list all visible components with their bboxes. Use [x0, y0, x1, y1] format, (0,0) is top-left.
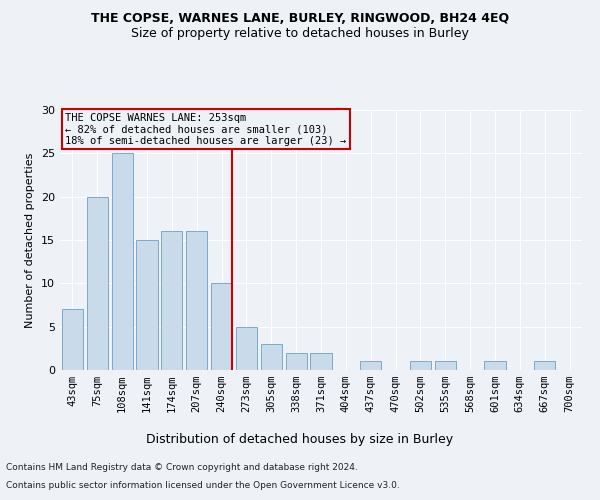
Bar: [410, 362, 431, 370]
Text: Contains HM Land Registry data © Crown copyright and database right 2024.: Contains HM Land Registry data © Crown c…: [6, 464, 358, 472]
Text: Size of property relative to detached houses in Burley: Size of property relative to detached ho…: [131, 28, 469, 40]
Text: Distribution of detached houses by size in Burley: Distribution of detached houses by size …: [146, 432, 454, 446]
Y-axis label: Number of detached properties: Number of detached properties: [25, 152, 35, 328]
Bar: [136, 240, 158, 370]
Bar: [112, 154, 133, 370]
Bar: [435, 362, 456, 370]
Bar: [62, 310, 83, 370]
Text: THE COPSE, WARNES LANE, BURLEY, RINGWOOD, BH24 4EQ: THE COPSE, WARNES LANE, BURLEY, RINGWOOD…: [91, 12, 509, 26]
Bar: [310, 352, 332, 370]
Bar: [261, 344, 282, 370]
Bar: [236, 326, 257, 370]
Bar: [534, 362, 555, 370]
Text: Contains public sector information licensed under the Open Government Licence v3: Contains public sector information licen…: [6, 481, 400, 490]
Text: THE COPSE WARNES LANE: 253sqm
← 82% of detached houses are smaller (103)
18% of : THE COPSE WARNES LANE: 253sqm ← 82% of d…: [65, 112, 346, 146]
Bar: [360, 362, 381, 370]
Bar: [286, 352, 307, 370]
Bar: [87, 196, 108, 370]
Bar: [161, 232, 182, 370]
Bar: [186, 232, 207, 370]
Bar: [484, 362, 506, 370]
Bar: [211, 284, 232, 370]
